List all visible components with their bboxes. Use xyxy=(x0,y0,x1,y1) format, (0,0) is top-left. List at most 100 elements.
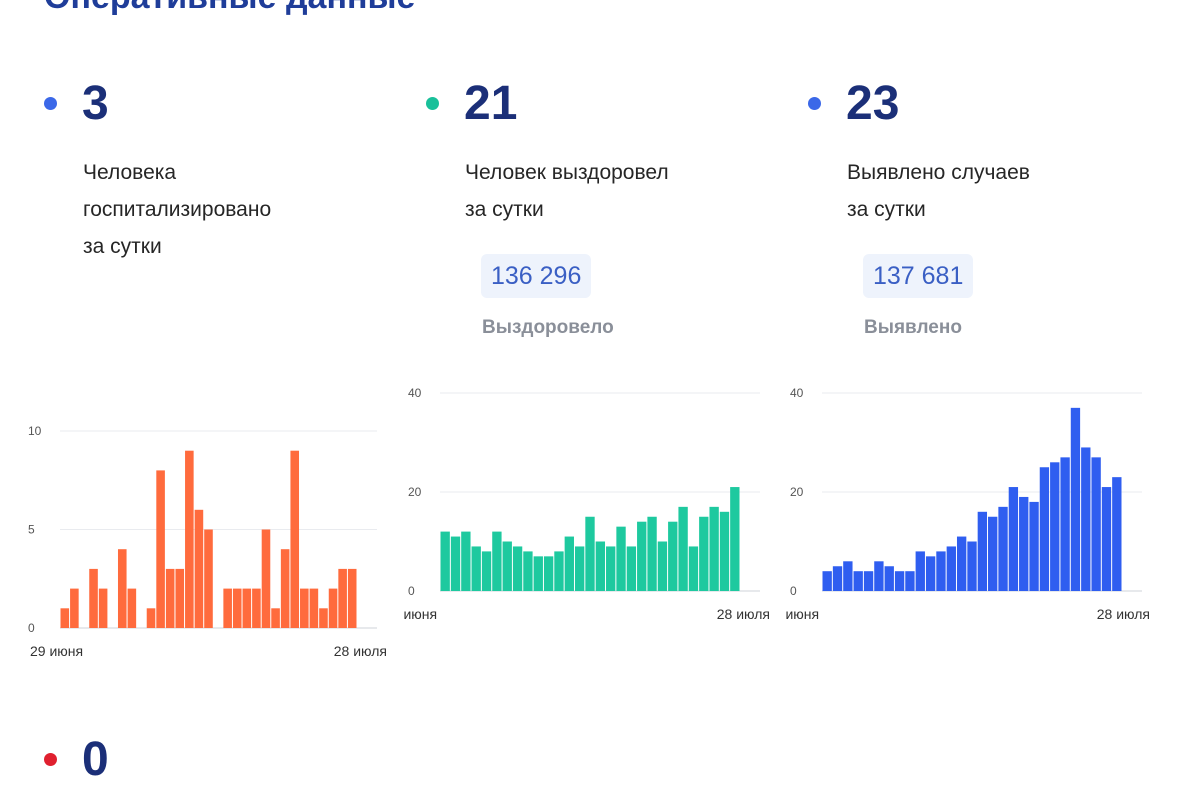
bar xyxy=(523,551,533,591)
detected-description-line: Выявлено случаев xyxy=(847,161,1030,184)
recovered-total-badge: 136 296 xyxy=(481,254,592,298)
bar xyxy=(956,536,967,591)
bar xyxy=(117,549,127,628)
bar xyxy=(271,608,280,628)
bar xyxy=(946,546,956,591)
bar xyxy=(1029,501,1039,591)
bar xyxy=(606,546,616,591)
detected-bullet-icon xyxy=(808,97,821,110)
bar xyxy=(98,588,108,628)
bar xyxy=(595,541,606,591)
bar xyxy=(585,516,595,591)
bar xyxy=(1101,487,1112,591)
hospitalized-chart: 0 5 10 29 июня 28 июля xyxy=(28,424,387,659)
bar xyxy=(822,571,832,591)
x-end-label: 28 июля xyxy=(717,606,770,622)
bar xyxy=(1070,407,1081,591)
page-title: Оперативные данные xyxy=(44,0,415,17)
bar xyxy=(252,588,261,628)
bar xyxy=(853,571,863,591)
bar xyxy=(894,571,905,591)
hospitalized-description-line: Человека xyxy=(83,161,177,184)
bar xyxy=(1019,496,1029,591)
detected-chart: 0 20 40 30 июня 28 июля xyxy=(782,386,1150,622)
y-tick-label: 40 xyxy=(790,386,804,400)
bar xyxy=(440,531,450,591)
bar xyxy=(574,546,585,591)
bar xyxy=(89,568,98,628)
bar xyxy=(261,529,271,628)
bar xyxy=(967,541,977,591)
bar xyxy=(905,571,915,591)
deaths-count: 0 xyxy=(82,733,109,786)
bar xyxy=(884,566,894,591)
bar xyxy=(543,556,554,591)
bar xyxy=(637,521,647,591)
bar xyxy=(156,470,165,628)
bar xyxy=(1081,447,1091,591)
bar xyxy=(175,568,185,628)
bar xyxy=(1091,457,1101,591)
detected-count: 23 xyxy=(846,77,900,130)
bar xyxy=(915,551,925,591)
bar xyxy=(290,450,300,628)
bar xyxy=(300,588,309,628)
bar xyxy=(319,608,328,628)
bar xyxy=(461,531,471,591)
bar xyxy=(1050,462,1060,591)
bar xyxy=(554,551,564,591)
y-tick-label: 40 xyxy=(408,386,422,400)
bar xyxy=(998,506,1008,591)
bar xyxy=(730,487,740,591)
x-start-label: 30 июня xyxy=(400,606,437,622)
bar xyxy=(657,541,668,591)
bar xyxy=(146,608,156,628)
bar xyxy=(328,588,338,628)
y-tick-label: 0 xyxy=(408,584,415,598)
bar xyxy=(280,549,290,628)
recovered-description-line: Человек выздоровел xyxy=(465,161,669,184)
deaths-bullet-icon xyxy=(44,753,57,766)
hospitalized-description: Человека госпитализировано за сутки xyxy=(83,154,271,265)
bar xyxy=(223,588,232,628)
bar xyxy=(533,556,543,591)
bar xyxy=(1112,477,1122,591)
x-end-label: 28 июля xyxy=(334,643,387,659)
bar xyxy=(127,588,137,628)
bar xyxy=(242,588,252,628)
bar xyxy=(450,536,461,591)
recovered-description: Человек выздоровел за сутки xyxy=(465,154,669,228)
y-tick-label: 20 xyxy=(408,485,422,499)
hospitalized-count: 3 xyxy=(82,77,109,130)
bar xyxy=(481,551,492,591)
bar xyxy=(502,541,512,591)
bar xyxy=(185,450,194,628)
x-start-label: 30 июня xyxy=(782,606,819,622)
bar xyxy=(699,516,709,591)
bar xyxy=(874,561,884,591)
recovered-bullet-icon xyxy=(426,97,439,110)
bar xyxy=(204,529,213,628)
bar xyxy=(60,608,70,628)
bar xyxy=(70,588,79,628)
recovered-description-line: за сутки xyxy=(465,198,544,221)
recovered-chart: 0 20 40 30 июня 28 июля xyxy=(400,386,770,622)
bar xyxy=(678,506,688,591)
bar xyxy=(709,506,719,591)
bar xyxy=(492,531,502,591)
bar xyxy=(719,511,730,591)
bar xyxy=(347,568,357,628)
detected-total-badge: 137 681 xyxy=(863,254,974,298)
bar xyxy=(616,526,626,591)
bar xyxy=(936,551,946,591)
bar xyxy=(832,566,843,591)
detected-description-line: за сутки xyxy=(847,198,926,221)
recovered-total-label: Выздоровело xyxy=(482,317,614,338)
bar xyxy=(165,568,175,628)
y-tick-label: 0 xyxy=(790,584,797,598)
y-tick-label: 0 xyxy=(28,621,35,635)
bar xyxy=(309,588,319,628)
bar xyxy=(1008,487,1019,591)
hospitalized-description-line: госпитализировано xyxy=(83,198,272,221)
bar xyxy=(564,536,574,591)
